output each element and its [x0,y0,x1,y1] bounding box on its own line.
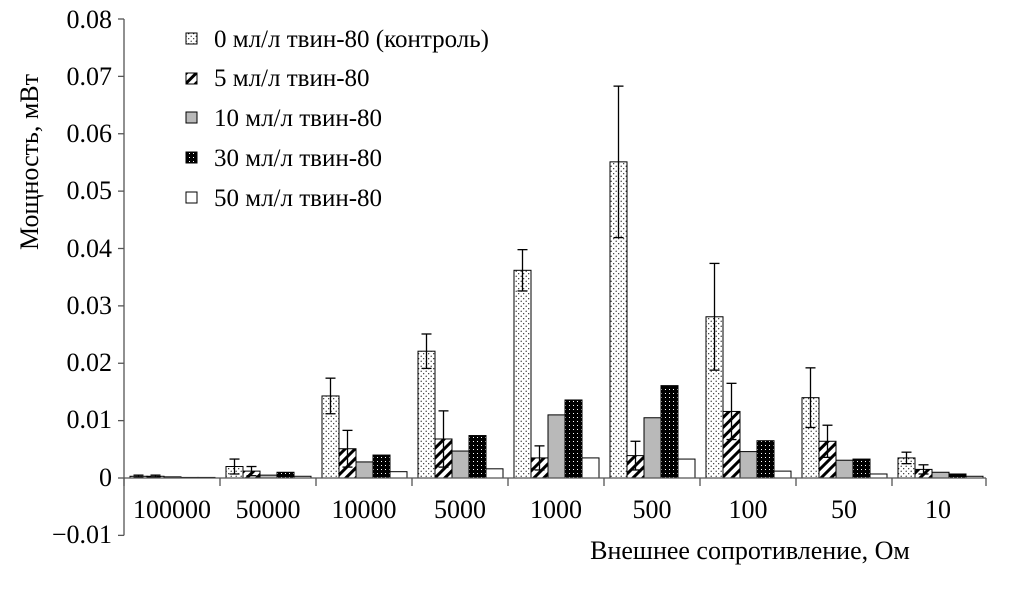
y-tick-label: 0.04 [67,234,113,263]
bar [852,458,871,479]
y-tick-label: −0.01 [52,520,112,549]
bar [485,468,504,479]
legend-swatch-4 [185,191,198,204]
x-tick-label: 10 [925,495,951,524]
bar [564,399,583,479]
x-tick-label: 5000 [434,495,486,524]
legend: 0 мл/л твин-80 (контроль) 5 мл/л твин-80… [185,26,489,212]
x-tick-label: 100 [729,495,768,524]
y-tick-labels: 0.08 0.07 0.06 0.05 0.04 0.03 0.02 0.01 … [52,5,112,549]
y-tick-label: 0.06 [67,119,113,148]
bar [547,414,566,479]
legend-label-3: 30 мл/л твин-80 [214,145,382,172]
x-axis-title: Внешнее сопротивление, Ом [590,536,910,565]
bar [355,461,374,479]
x-tick-label: 50 [831,495,857,524]
legend-swatch-3 [185,151,198,164]
bar [513,269,532,479]
x-tick-label: 1000 [530,495,582,524]
bar [660,385,679,479]
legend-label-0: 0 мл/л твин-80 (контроль) [214,26,489,53]
bar [389,471,408,479]
y-tick-label: 0.02 [67,348,113,377]
bars-layer [129,85,984,479]
legend-swatch-2 [185,111,198,124]
x-tick-labels: 100000 50000 10000 5000 1000 500 100 50 … [133,495,951,524]
y-tick-label: 0 [99,463,112,492]
bar [451,450,470,479]
bar [417,350,436,479]
legend-swatch-0 [185,32,198,45]
y-axis-title: Мощность, мВт [15,74,44,250]
legend-label-2: 10 мл/л твин-80 [214,105,382,132]
bar [276,471,295,479]
y-tick-label: 0.07 [67,62,113,91]
x-tick-label: 50000 [236,495,301,524]
bar [931,471,950,479]
bar [835,459,854,479]
bar [739,451,758,479]
bar [581,457,600,479]
x-tick-label: 100000 [133,495,211,524]
y-tick-label: 0.05 [67,176,113,205]
bar [756,440,775,479]
y-tick-label: 0.03 [67,291,113,320]
bar [677,458,696,479]
legend-swatch-1 [185,72,198,85]
x-tick-label: 500 [633,495,672,524]
legend-label-1: 5 мл/л твин-80 [214,65,370,92]
legend-label-4: 50 мл/л твин-80 [214,185,382,212]
x-tick-label: 10000 [332,495,397,524]
y-tick-label: 0.01 [67,405,113,434]
axes-layer [118,18,987,537]
y-tick-label: 0.08 [67,5,113,34]
bar [468,435,487,479]
bar [643,417,662,479]
bar [372,454,391,479]
bar [773,470,792,479]
